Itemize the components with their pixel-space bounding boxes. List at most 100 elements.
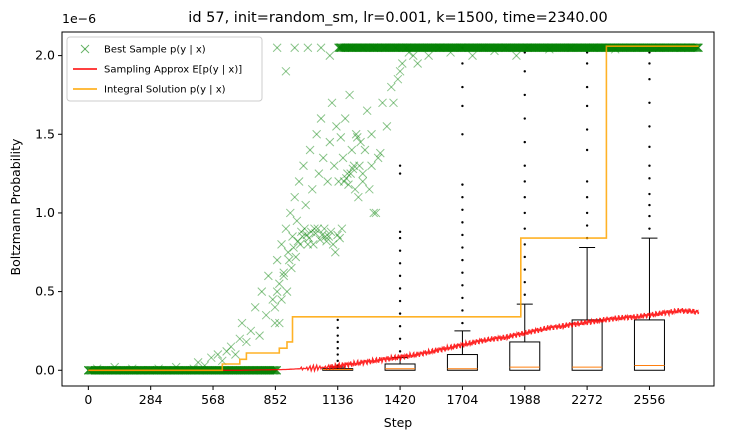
best-sample-point — [272, 255, 282, 265]
box-outlier — [523, 196, 526, 199]
legend-item: Best Sample p(y | x) — [80, 45, 206, 56]
box-outlier — [398, 287, 402, 290]
integral-solution-line — [88, 45, 699, 372]
best-sample-point — [311, 229, 320, 238]
best-sample-point — [206, 353, 216, 363]
best-sample-point — [322, 236, 331, 246]
box-outlier — [648, 177, 651, 180]
box-outlier — [398, 164, 402, 167]
best-sample-point — [272, 287, 282, 296]
best-sample-point — [373, 153, 383, 163]
box-body — [384, 363, 416, 371]
best-sample-point — [512, 51, 521, 60]
box-outlier — [336, 340, 339, 344]
box-outlier — [523, 243, 526, 246]
box-outlier — [461, 284, 464, 287]
best-sample-point — [296, 227, 306, 237]
box-outlier — [523, 280, 526, 284]
best-sample-point — [290, 43, 300, 53]
box-outlier — [461, 208, 464, 211]
best-sample-point — [312, 129, 322, 139]
box-outlier — [523, 255, 526, 259]
x-tick-label: 852 — [263, 392, 287, 407]
chart-title: id 57, init=random_sm, lr=0.001, k=1500,… — [188, 10, 607, 26]
best-sample-point — [310, 224, 319, 234]
box-outlier — [523, 227, 526, 230]
best-sample-point — [347, 145, 357, 155]
best-sample-point — [281, 224, 291, 234]
box-outlier — [648, 214, 651, 218]
best-sample-point — [279, 271, 289, 281]
best-sample-point — [302, 230, 312, 240]
best-sample-point — [367, 161, 376, 171]
best-sample-point — [318, 153, 328, 163]
series-1 — [88, 307, 700, 373]
x-tick-label: 1420 — [384, 392, 416, 407]
best-sample-point — [364, 184, 374, 194]
box-outlier — [523, 117, 526, 120]
box-outlier — [585, 104, 589, 108]
best-sample-point — [274, 279, 284, 289]
best-sample-point — [413, 59, 422, 68]
box-outlier — [398, 325, 402, 328]
best-sample-point — [255, 331, 264, 341]
box-outlier — [648, 125, 651, 128]
best-sample-point — [340, 114, 350, 123]
best-sample-point — [277, 240, 286, 249]
box-outlier — [398, 230, 402, 234]
box-outlier — [461, 258, 464, 262]
axes-frame — [61, 31, 715, 387]
box-outlier — [523, 164, 526, 167]
box-outlier — [585, 85, 589, 89]
legend-item: Sampling Approx E[p(y | x)] — [73, 65, 242, 76]
best-sample-point — [301, 200, 311, 210]
legend: Best Sample p(y | x) Sampling Approx E[p(… — [66, 36, 263, 102]
best-sample-point — [344, 180, 353, 189]
best-sample-point — [324, 232, 334, 241]
legend-label: Best Sample p(y | x) — [104, 45, 206, 56]
best-sample-point — [346, 169, 356, 178]
legend-label: Integral Solution p(y | x) — [104, 85, 226, 96]
best-sample-point — [316, 114, 326, 123]
best-sample-point — [326, 227, 336, 237]
y-tick-label: 1.0 — [35, 205, 55, 220]
box-outlier — [585, 196, 589, 199]
best-sample-point — [287, 263, 296, 273]
best-sample-point — [378, 98, 387, 108]
x-tick-label: 2272 — [571, 392, 603, 407]
best-sample-point — [282, 287, 292, 296]
best-sample-point — [386, 82, 396, 92]
box-outlier — [398, 262, 402, 265]
y-tick-label: 0.5 — [35, 284, 55, 299]
best-sample-point — [307, 184, 317, 194]
best-sample-point — [299, 161, 308, 171]
box-outlier — [648, 101, 651, 105]
box-outlier — [461, 133, 464, 136]
box-body — [633, 319, 665, 371]
plot-content — [83, 43, 703, 375]
box-outlier — [461, 246, 464, 249]
best-sample-point — [305, 145, 315, 155]
box-outlier — [461, 271, 464, 274]
best-sample-point — [341, 173, 351, 183]
best-sample-point — [268, 295, 278, 304]
best-sample-point — [408, 51, 418, 60]
legend-label: Sampling Approx E[p(y | x)] — [104, 65, 242, 76]
series-0 — [83, 43, 703, 375]
best-sample-point — [213, 350, 223, 359]
box-body — [446, 354, 478, 371]
best-sample-point — [369, 208, 379, 218]
box-outlier — [648, 62, 651, 65]
best-sample-point — [284, 255, 294, 265]
box-outlier — [336, 326, 339, 329]
best-sample-point — [304, 233, 314, 243]
box-outlier — [398, 337, 402, 340]
best-sample-point — [295, 240, 305, 249]
box-outlier — [648, 78, 651, 81]
best-sample-point — [290, 192, 300, 202]
box-outlier — [398, 299, 402, 303]
x-tick-label: 1136 — [322, 392, 354, 407]
best-sample-point — [325, 51, 335, 60]
best-sample-point — [325, 137, 335, 147]
best-sample-point — [257, 287, 267, 296]
